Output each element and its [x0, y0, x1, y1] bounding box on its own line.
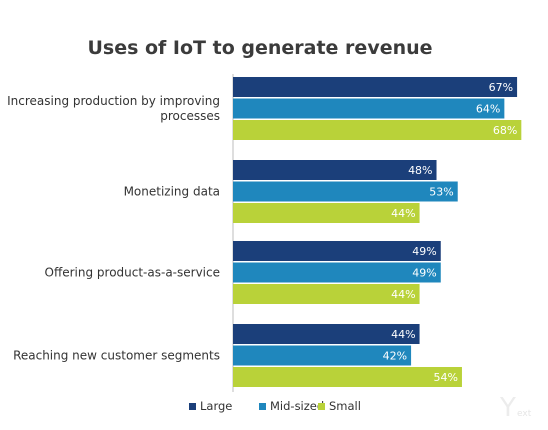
legend-label: Mid-sized [270, 399, 324, 413]
data-label: 68% [493, 124, 517, 137]
data-label: 53% [429, 186, 453, 199]
data-label: 44% [391, 328, 415, 341]
bar-large [233, 241, 441, 261]
bar-small [233, 367, 462, 387]
bar-small [233, 120, 522, 140]
category-label: processes [160, 109, 220, 123]
bar-mid-sized [233, 98, 505, 119]
bar-large [233, 324, 420, 344]
data-label: 67% [489, 81, 513, 94]
bar-small [233, 203, 420, 223]
bar-large [233, 160, 437, 180]
legend-label: Large [200, 399, 232, 413]
bar-small [233, 284, 420, 304]
category-label: Offering product-as-a-service [45, 266, 221, 280]
category-label: Reaching new customer segments [13, 349, 220, 363]
bar-mid-sized [233, 345, 412, 366]
data-label: 48% [408, 164, 432, 177]
category-label: Increasing production by improving [7, 94, 220, 108]
data-label: 42% [383, 350, 407, 363]
chart-title: Uses of IoT to generate revenue [87, 37, 433, 59]
category-label: Monetizing data [124, 185, 220, 199]
watermark-text: ext [517, 409, 532, 419]
legend-swatch [259, 403, 266, 410]
data-label: 44% [391, 288, 415, 301]
bar-mid-sized [233, 262, 441, 283]
data-label: 49% [412, 245, 436, 258]
legend-swatch [189, 403, 196, 410]
data-label: 49% [412, 267, 436, 280]
data-label: 64% [476, 103, 500, 116]
watermark-logo: Y [499, 393, 516, 423]
data-label: 44% [391, 207, 415, 220]
bar-large [233, 77, 518, 97]
data-label: 54% [434, 371, 458, 384]
legend-swatch [318, 403, 325, 410]
bar-mid-sized [233, 181, 458, 202]
legend-label: Small [329, 399, 361, 413]
